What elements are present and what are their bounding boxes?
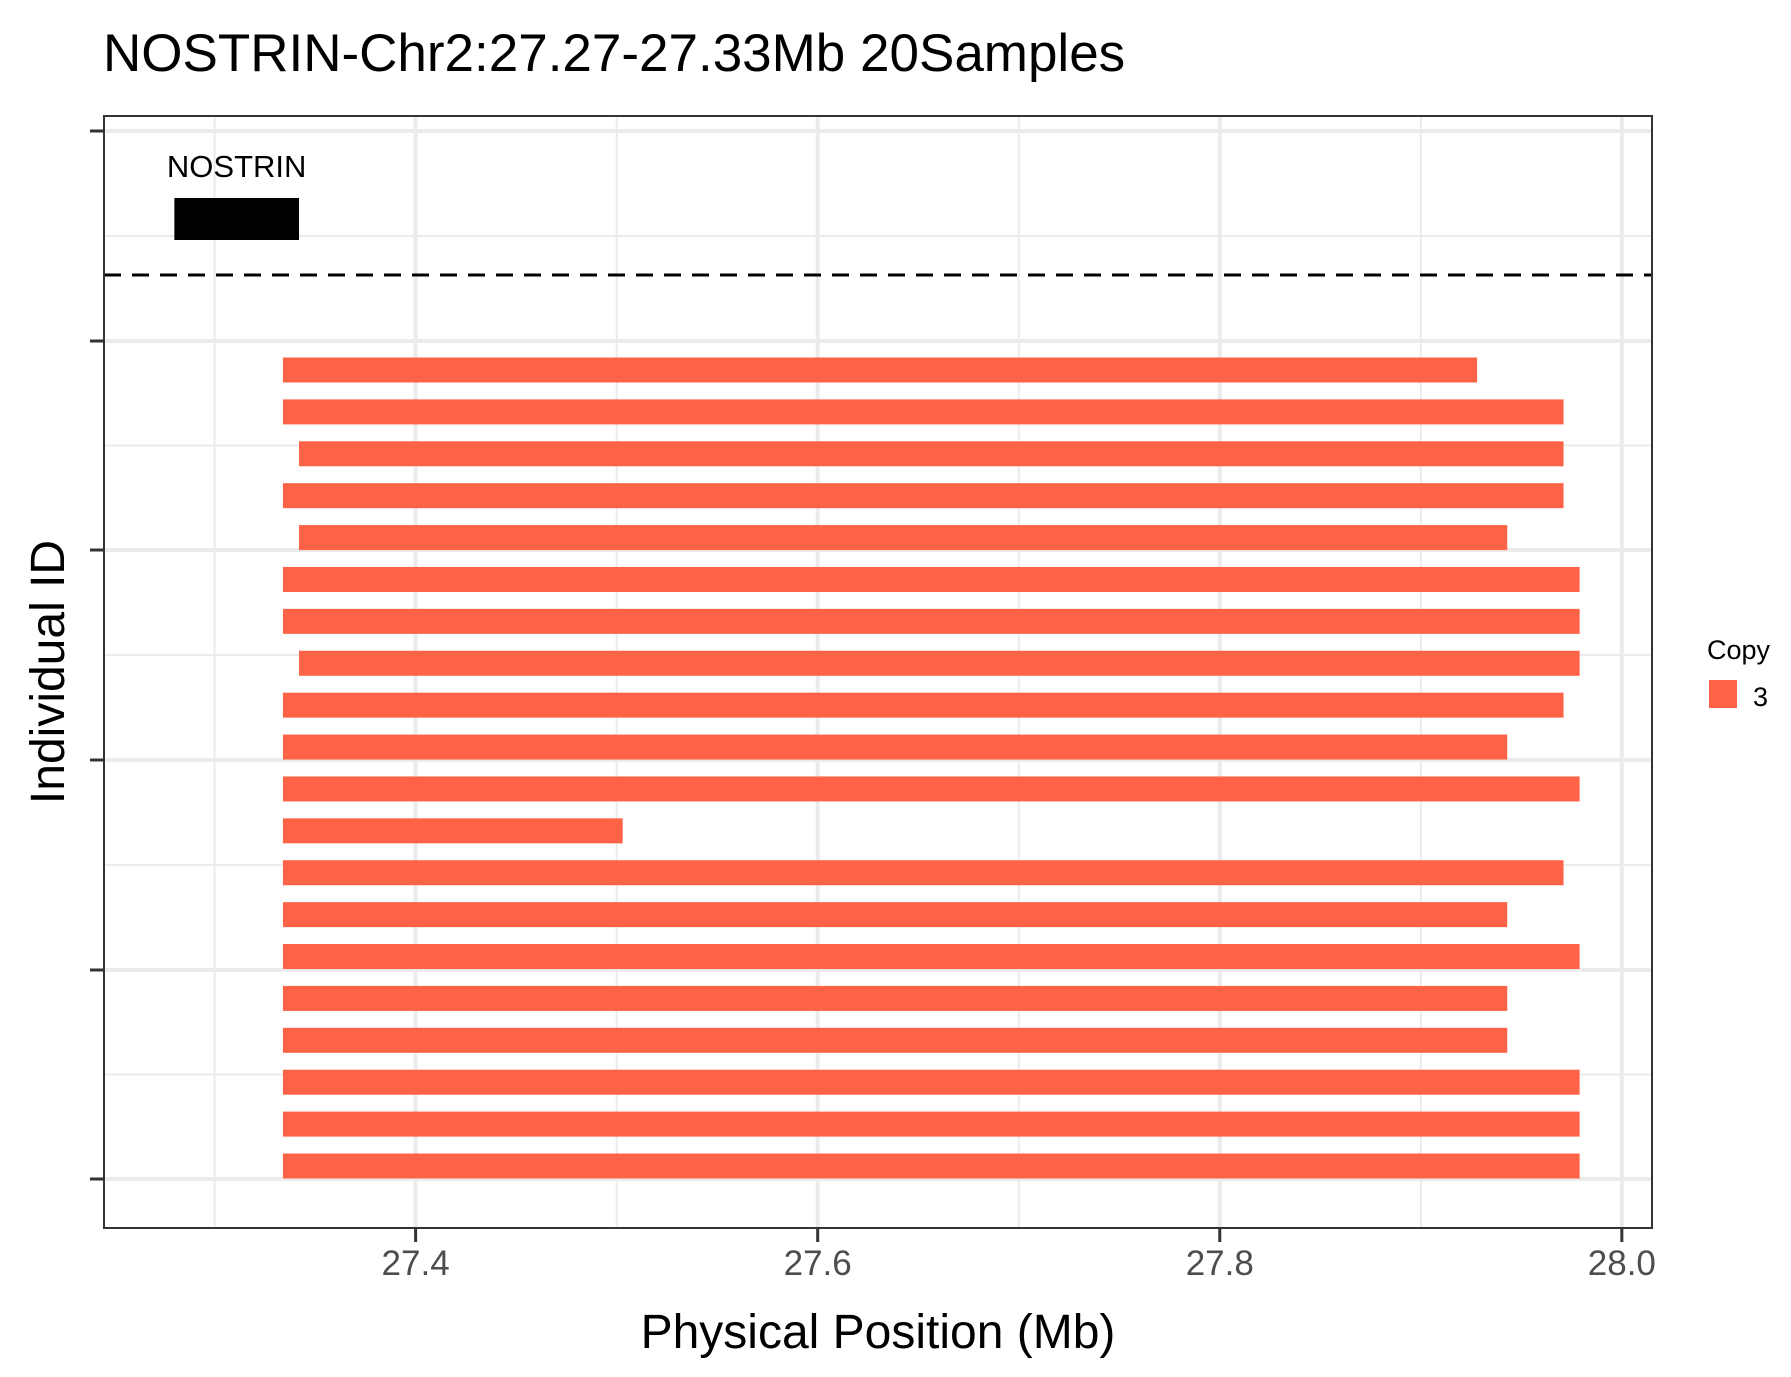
x-tick-label: 28.0 bbox=[1588, 1244, 1656, 1283]
cnv-segments bbox=[282, 357, 1580, 1179]
gene-track: NOSTRIN bbox=[167, 149, 307, 240]
cnv-segment bbox=[282, 1027, 1508, 1053]
cnv-segment bbox=[299, 525, 1508, 551]
cnv-segment bbox=[282, 608, 1580, 634]
cnv-segment bbox=[299, 441, 1564, 467]
cnv-segment bbox=[282, 357, 1478, 383]
cnv-segment bbox=[282, 860, 1564, 886]
cnv-segment bbox=[282, 944, 1580, 970]
cnv-segment bbox=[282, 1153, 1580, 1179]
cnv-segment bbox=[282, 1069, 1580, 1095]
cnv-segment bbox=[282, 902, 1508, 928]
cnv-segment bbox=[299, 650, 1580, 676]
cnv-segment bbox=[282, 985, 1508, 1011]
x-tick-label: 27.4 bbox=[382, 1244, 450, 1283]
x-axis-ticks: 27.4 27.6 27.8 28.0 bbox=[382, 1228, 1656, 1283]
x-tick-label: 27.6 bbox=[784, 1244, 852, 1283]
cnv-segment bbox=[282, 818, 623, 844]
cnv-segment bbox=[282, 1111, 1580, 1137]
y-axis-ticks bbox=[90, 129, 104, 1181]
legend-title: Copy bbox=[1707, 635, 1771, 665]
x-tick-label: 27.8 bbox=[1186, 1244, 1254, 1283]
cnv-segment bbox=[282, 399, 1564, 425]
cnv-segment bbox=[282, 692, 1564, 718]
gene-label: NOSTRIN bbox=[167, 149, 307, 184]
cnv-segment bbox=[282, 734, 1508, 760]
legend-label-3: 3 bbox=[1753, 682, 1768, 712]
grid-lines bbox=[104, 116, 1652, 1228]
gene-block bbox=[174, 198, 300, 240]
chart-title: NOSTRIN-Chr2:27.27-27.33Mb 20Samples bbox=[103, 24, 1125, 83]
y-axis-title: Individual ID bbox=[22, 540, 75, 804]
legend: Copy 3 bbox=[1707, 635, 1771, 712]
cnv-segment bbox=[282, 566, 1580, 592]
cnv-segment bbox=[282, 483, 1564, 509]
legend-key-3 bbox=[1709, 680, 1737, 708]
cnv-segment bbox=[282, 776, 1580, 802]
x-axis-title: Physical Position (Mb) bbox=[641, 1306, 1116, 1359]
plot-panel-border bbox=[103, 115, 1653, 1229]
